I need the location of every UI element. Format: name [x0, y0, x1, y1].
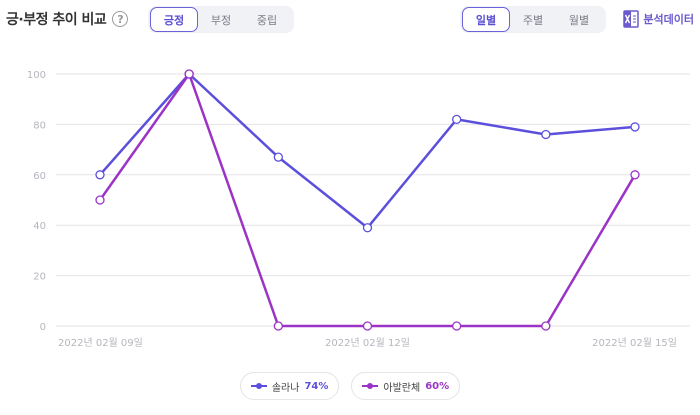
export-label: 분석데이터	[643, 13, 694, 26]
sentiment-tab-group: 긍정 부정 중립	[148, 6, 294, 33]
tab-daily[interactable]: 일별	[462, 7, 510, 32]
data-point	[541, 129, 551, 140]
excel-file-icon	[623, 10, 640, 28]
x-tick-label: 2022년 02월 15일	[592, 337, 677, 349]
title-text: 긍·부정 추이 비교	[6, 12, 107, 28]
data-point	[541, 321, 551, 331]
data-point	[362, 223, 373, 233]
period-tab-group: 일별 주별 월별	[460, 6, 606, 33]
tab-negative[interactable]: 부정	[210, 13, 232, 27]
legend-marker-icon	[362, 383, 379, 389]
y-tick-label: 60	[33, 171, 46, 182]
y-tick-label: 80	[33, 120, 46, 131]
tab-neutral[interactable]: 중립	[256, 13, 278, 27]
legend-percent: 60%	[425, 380, 450, 392]
y-tick-label: 40	[33, 221, 46, 232]
data-point	[362, 321, 373, 331]
chart-title: 긍·부정 추이 비교 ?	[6, 9, 129, 29]
legend-marker-icon	[250, 383, 267, 389]
data-point	[95, 195, 105, 205]
tab-weekly[interactable]: 주별	[522, 13, 544, 27]
data-point	[452, 321, 462, 331]
x-tick-label: 2022년 02월 12일	[325, 337, 410, 349]
legend-item-solana[interactable]: 솔라나 74%	[239, 372, 340, 400]
data-point	[273, 321, 283, 331]
data-point	[630, 170, 640, 180]
legend-label: 아발란체	[383, 382, 421, 394]
legend-item-avalanche[interactable]: 아발란체 60%	[351, 372, 461, 400]
x-tick-label: 2022년 02월 09일	[58, 337, 143, 349]
data-point	[630, 122, 640, 132]
legend-percent: 74%	[304, 380, 329, 392]
tab-monthly[interactable]: 월별	[568, 13, 590, 27]
help-icon[interactable]: ?	[112, 11, 129, 27]
chart-legend: 솔라나 74% 아발란체 60%	[0, 372, 700, 400]
series-line-1	[99, 72, 636, 229]
line-chart: 0 20 40 60 80 100 2022년 02월 09일 2022년 02월 12일 20…	[27, 69, 690, 349]
legend-label: 솔라나	[271, 382, 300, 394]
y-tick-label: 20	[33, 272, 46, 283]
data-point	[452, 114, 462, 125]
tab-positive[interactable]: 긍정	[150, 7, 198, 32]
data-point	[184, 69, 194, 79]
y-tick-label: 100	[27, 70, 46, 81]
data-point	[273, 152, 283, 162]
export-data-button[interactable]: 분석데이터	[623, 10, 694, 28]
series-line-2	[98, 72, 637, 328]
data-point	[95, 170, 105, 180]
y-tick-label: 0	[40, 322, 46, 333]
